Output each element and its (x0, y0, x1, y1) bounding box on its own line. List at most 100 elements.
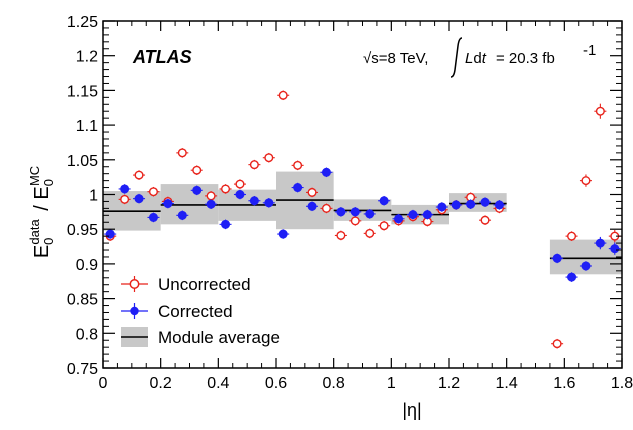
legend-entry-uncorrected: Uncorrected (121, 275, 251, 294)
corrected-point-31 (594, 236, 607, 250)
uncorrected-point-8 (219, 184, 232, 194)
corrected-point-23 (435, 202, 448, 212)
uncorrected-marker-12 (278, 90, 288, 100)
corrected-marker-21 (408, 210, 418, 220)
uncorrected-marker-19 (379, 221, 389, 231)
y-tick-label-6: 1.05 (67, 153, 98, 170)
uncorrected-point-26 (479, 215, 492, 225)
x-tick-label-4: 0.8 (323, 375, 345, 392)
lumi-exponent: -1 (583, 42, 596, 59)
corrected-marker-28 (552, 253, 562, 263)
uncorrected-marker-16 (336, 230, 346, 240)
legend-entry-module-average: Module average (121, 327, 280, 347)
corrected-marker-10 (249, 196, 259, 206)
x-tick-label-5: 1 (387, 375, 396, 392)
y-tick-label-2: 0.85 (67, 292, 98, 309)
corrected-point-28 (551, 253, 564, 264)
corrected-marker-1 (120, 184, 130, 194)
svg-text:E0data / E0MC: E0data / E0MC (27, 166, 56, 258)
corrected-point-22 (421, 209, 434, 220)
corrected-marker-15 (321, 167, 331, 177)
uncorrected-point-14 (306, 187, 319, 198)
uncorrected-marker-30 (581, 176, 591, 186)
uncorrected-marker-29 (567, 231, 577, 241)
uncorrected-point-30 (579, 174, 592, 187)
corrected-marker-8 (221, 219, 231, 229)
uncorrected-marker-8 (221, 184, 231, 194)
uncorrected-point-25 (464, 192, 477, 203)
uncorrected-point-10 (248, 159, 261, 170)
x-tick-label-8: 1.6 (553, 375, 575, 392)
uncorrected-marker-7 (206, 191, 216, 201)
uncorrected-point-6 (190, 165, 203, 175)
corrected-marker-16 (336, 207, 346, 217)
legend-entry-corrected: Corrected (121, 302, 233, 321)
corrected-point-8 (219, 219, 232, 230)
corrected-point-7 (205, 199, 218, 209)
corrected-marker-3 (148, 212, 158, 222)
corrected-point-30 (579, 261, 592, 271)
corrected-point-27 (493, 200, 506, 210)
corrected-marker-9 (235, 189, 245, 199)
corrected-point-4 (161, 198, 174, 209)
corrected-marker-26 (480, 197, 490, 207)
legend-open-circle-icon (129, 279, 140, 289)
corrected-marker-2 (134, 194, 144, 204)
y-tick-label-7: 1.1 (76, 118, 98, 135)
uncorrected-marker-5 (177, 148, 187, 158)
uncorrected-marker-11 (264, 153, 274, 163)
uncorrected-point-18 (363, 228, 376, 239)
uncorrected-point-1 (118, 194, 131, 205)
corrected-marker-12 (278, 229, 288, 239)
x-tick-label-0: 0 (99, 375, 108, 392)
corrected-point-24 (450, 200, 463, 210)
uncorrected-point-13 (291, 160, 304, 171)
corrected-marker-30 (581, 261, 591, 271)
y-tick-label-0: 0.75 (67, 361, 98, 378)
x-tick-label-1: 0.2 (150, 375, 172, 392)
y-tick-label-10: 1.25 (67, 14, 98, 31)
uncorrected-point-12 (277, 90, 290, 101)
corrected-point-25 (464, 199, 477, 209)
legend: Uncorrected Corrected Module average (121, 275, 280, 347)
corrected-point-21 (406, 209, 419, 220)
uncorrected-point-9 (233, 179, 246, 189)
uncorrected-point-29 (565, 231, 578, 241)
uncorrected-point-7 (205, 191, 218, 201)
corrected-points (104, 167, 621, 282)
module-average-bands (103, 171, 622, 275)
x-tick-label-9: 1.8 (611, 375, 633, 392)
x-axis: 0 0.2 0.4 0.6 0.8 1 1.2 1.4 1.6 1.8 (99, 21, 633, 392)
uncorrected-point-2 (133, 170, 146, 180)
legend-label-corrected: Corrected (158, 302, 233, 321)
x-axis-title: |η| (402, 400, 421, 420)
module-band-6 (449, 193, 507, 212)
uncorrected-point-31 (594, 103, 607, 119)
atlas-label: ATLAS (132, 47, 192, 67)
uncorrected-marker-17 (350, 216, 360, 226)
x-tick-label-7: 1.4 (496, 375, 518, 392)
corrected-marker-22 (422, 210, 432, 220)
corrected-point-10 (248, 195, 261, 206)
corrected-point-3 (147, 212, 160, 223)
uncorrected-marker-18 (365, 228, 375, 238)
uncorrected-marker-9 (235, 179, 245, 189)
corrected-marker-32 (610, 244, 620, 254)
uncorrected-marker-3 (148, 187, 158, 197)
uncorrected-marker-1 (120, 194, 130, 204)
x-tick-label-3: 0.6 (265, 375, 287, 392)
corrected-point-12 (277, 229, 290, 239)
corrected-marker-23 (437, 202, 447, 212)
uncorrected-marker-28 (552, 339, 562, 349)
corrected-point-9 (233, 189, 246, 200)
corrected-marker-27 (494, 200, 504, 210)
uncorrected-point-5 (176, 148, 189, 158)
uncorrected-point-11 (262, 152, 275, 163)
uncorrected-marker-26 (480, 215, 490, 225)
uncorrected-marker-10 (249, 160, 259, 170)
corrected-marker-5 (177, 210, 187, 220)
corrected-marker-14 (307, 201, 317, 211)
corrected-point-29 (565, 272, 578, 282)
corrected-point-5 (176, 210, 189, 221)
